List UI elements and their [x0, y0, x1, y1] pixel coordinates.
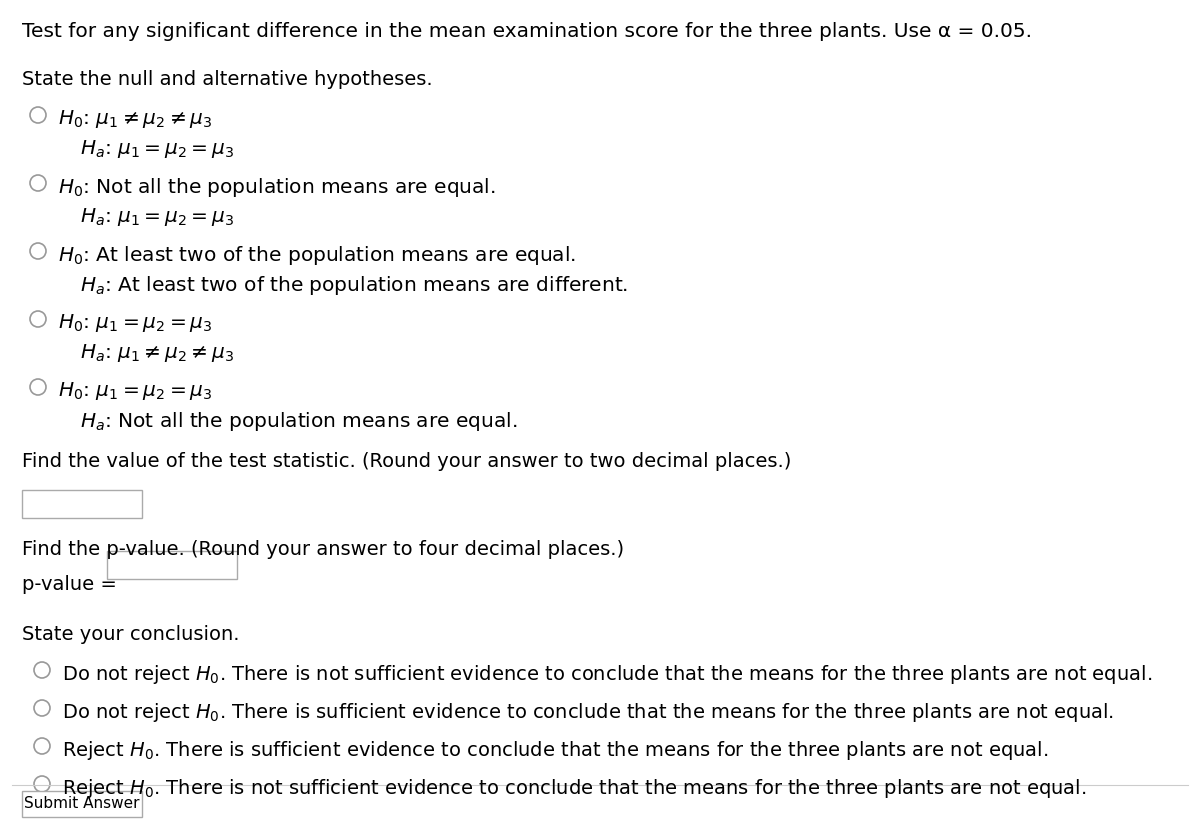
Text: State your conclusion.: State your conclusion. — [22, 625, 240, 644]
Text: State the null and alternative hypotheses.: State the null and alternative hypothese… — [22, 70, 433, 89]
Text: $H_a$: $\mu_1 \neq \mu_2 \neq \mu_3$: $H_a$: $\mu_1 \neq \mu_2 \neq \mu_3$ — [80, 342, 234, 364]
Text: Test for any significant difference in the mean examination score for the three : Test for any significant difference in t… — [22, 22, 1032, 41]
Text: $H_a$: $\mu_1 = \mu_2 = \mu_3$: $H_a$: $\mu_1 = \mu_2 = \mu_3$ — [80, 138, 234, 160]
Text: $H_a$: At least two of the population means are different.: $H_a$: At least two of the population me… — [80, 274, 629, 297]
Text: Reject $H_0$. There is not sufficient evidence to conclude that the means for th: Reject $H_0$. There is not sufficient ev… — [62, 777, 1086, 800]
Text: $H_0$: At least two of the population means are equal.: $H_0$: At least two of the population me… — [58, 244, 576, 267]
Text: Find the value of the test statistic. (Round your answer to two decimal places.): Find the value of the test statistic. (R… — [22, 452, 791, 471]
Text: $H_0$: $\mu_1 \neq \mu_2 \neq \mu_3$: $H_0$: $\mu_1 \neq \mu_2 \neq \mu_3$ — [58, 108, 212, 130]
Text: Do not reject $H_0$. There is not sufficient evidence to conclude that the means: Do not reject $H_0$. There is not suffic… — [62, 663, 1152, 686]
Text: $H_0$: Not all the population means are equal.: $H_0$: Not all the population means are … — [58, 176, 496, 199]
FancyBboxPatch shape — [22, 490, 142, 518]
Text: $H_a$: Not all the population means are equal.: $H_a$: Not all the population means are … — [80, 410, 517, 433]
Text: $H_a$: $\mu_1 = \mu_2 = \mu_3$: $H_a$: $\mu_1 = \mu_2 = \mu_3$ — [80, 206, 234, 228]
Text: Reject $H_0$. There is sufficient evidence to conclude that the means for the th: Reject $H_0$. There is sufficient eviden… — [62, 739, 1049, 762]
Text: $H_0$: $\mu_1 = \mu_2 = \mu_3$: $H_0$: $\mu_1 = \mu_2 = \mu_3$ — [58, 312, 212, 334]
Text: Submit Answer: Submit Answer — [24, 797, 139, 812]
Text: Find the p-value. (Round your answer to four decimal places.): Find the p-value. (Round your answer to … — [22, 540, 624, 559]
FancyBboxPatch shape — [107, 551, 238, 579]
Text: p-value =: p-value = — [22, 575, 124, 594]
Text: Do not reject $H_0$. There is sufficient evidence to conclude that the means for: Do not reject $H_0$. There is sufficient… — [62, 701, 1114, 724]
Text: $H_0$: $\mu_1 = \mu_2 = \mu_3$: $H_0$: $\mu_1 = \mu_2 = \mu_3$ — [58, 380, 212, 402]
FancyBboxPatch shape — [22, 791, 142, 817]
